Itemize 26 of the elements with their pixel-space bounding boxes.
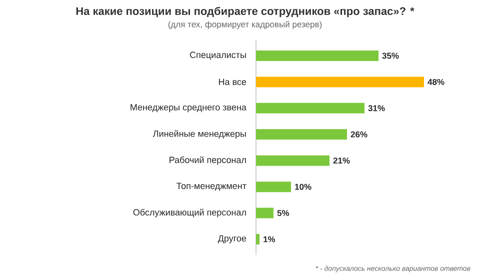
data-label: 10% (295, 184, 312, 190)
bar (256, 155, 330, 166)
y-tick-label: Специалисты (190, 52, 246, 60)
y-tick-label: Менеджеры среднего звена (130, 104, 246, 112)
data-label: 21% (333, 158, 350, 164)
bar (256, 234, 260, 244)
y-tick-label: Рабочий персонал (170, 156, 246, 165)
data-label: 1% (264, 236, 276, 242)
bar (256, 208, 274, 218)
y-tick-label: Линейные менеджеры (152, 130, 246, 139)
data-label: 48% (428, 78, 444, 85)
data-label: 26% (350, 131, 368, 138)
y-tick-label: Обслуживающий персонал (133, 208, 246, 218)
data-label: 5% (277, 210, 290, 216)
chart-subtitle: (для тех, формирует кадровый резерв) (168, 20, 322, 30)
data-label: 35% (382, 52, 399, 59)
bar (256, 129, 347, 140)
data-label: 31% (368, 105, 385, 112)
y-tick-label: Топ-менеджмент (176, 182, 246, 191)
y-tick-label: На все (219, 78, 246, 86)
chart-title: На какие позиции вы подбираете сотрудников «про запас»? * (76, 6, 414, 18)
y-tick-label: Другое (218, 235, 246, 244)
bar (256, 182, 291, 192)
bar (256, 50, 378, 61)
bar (256, 76, 424, 88)
bar (256, 102, 364, 114)
